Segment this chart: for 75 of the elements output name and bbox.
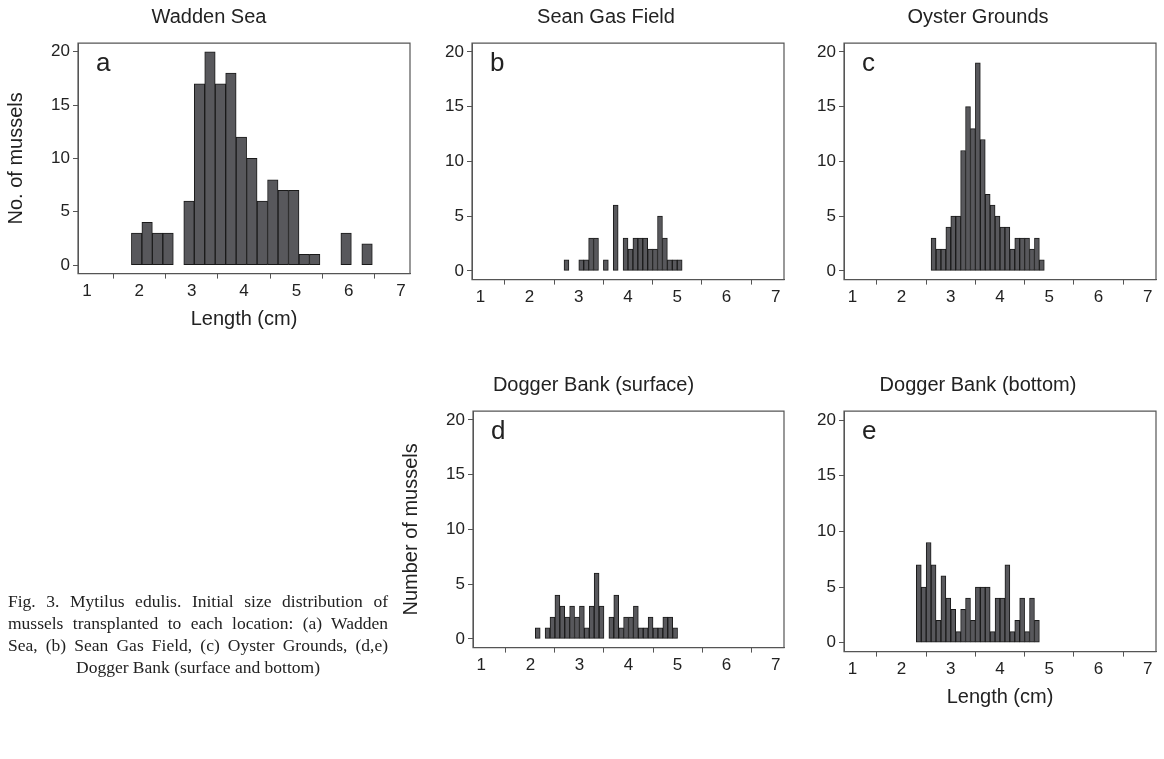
x-tick-label: 4 xyxy=(239,281,249,301)
x-tick-label: 7 xyxy=(1142,659,1153,679)
x-axis-title: Length (cm) xyxy=(190,306,298,329)
x-tick-label: 6 xyxy=(721,287,732,307)
annotation: b xyxy=(490,47,505,78)
x-tick-label: 5 xyxy=(291,281,302,301)
y-tick-label: 5 xyxy=(826,576,836,596)
x-tick-label: 2 xyxy=(524,287,535,307)
y-tick-label: 0 xyxy=(60,254,70,274)
y-tick-label: 10 xyxy=(817,521,836,541)
x-tick-label: 3 xyxy=(574,287,584,307)
x-tick-label: 7 xyxy=(770,287,781,307)
x-tick-label: 4 xyxy=(995,659,1005,679)
x-tick-label: 7 xyxy=(396,281,406,301)
y-tick-label: 20 xyxy=(817,409,836,429)
chart-title: Dogger Bank (surface) xyxy=(491,372,696,397)
y-tick-label: 5 xyxy=(454,205,464,225)
x-tick-label: 3 xyxy=(946,287,956,307)
x-tick-label: 5 xyxy=(672,287,682,307)
x-tick-label: 1 xyxy=(847,659,858,679)
x-tick-label: 6 xyxy=(1093,287,1104,307)
chart-title: Oyster Grounds xyxy=(906,4,1050,29)
chart-title: Dogger Bank (bottom) xyxy=(878,372,1078,397)
y-tick-label: 15 xyxy=(817,96,836,116)
y-tick-label: 5 xyxy=(60,201,70,221)
x-tick-label: 4 xyxy=(623,655,634,675)
y-tick-label: 15 xyxy=(446,464,465,484)
y-tick-label: 10 xyxy=(446,519,465,539)
y-tick-label: 5 xyxy=(455,573,465,593)
x-tick-label: 1 xyxy=(475,287,486,307)
x-tick-label: 2 xyxy=(896,287,907,307)
y-tick-label: 20 xyxy=(817,41,836,61)
x-tick-label: 2 xyxy=(134,281,144,301)
y-tick-label: 20 xyxy=(446,409,465,429)
y-tick-label: 0 xyxy=(454,260,464,280)
x-tick-label: 6 xyxy=(1093,659,1104,679)
y-axis-title: No. of mussels xyxy=(3,92,26,225)
chart-title: Sean Gas Field xyxy=(536,4,676,29)
y-tick-label: 15 xyxy=(817,465,836,485)
caption: Fig. 3. Mytilus edulis. Initial size distribution of mussels transplanted to each location: (a) Wadden Sea, (b) Sean Gas Field, (c) Oyster Grounds, (d,e) Dogger Bank (surface and bottom) xyxy=(8,590,388,678)
y-tick-label: 0 xyxy=(826,260,836,280)
x-tick-label: 7 xyxy=(770,655,781,675)
x-axis-title: Length (cm) xyxy=(946,684,1054,707)
x-tick-label: 5 xyxy=(1044,659,1054,679)
x-tick-label: 3 xyxy=(946,659,956,679)
x-tick-label: 3 xyxy=(186,281,197,301)
x-tick-label: 6 xyxy=(721,655,732,675)
x-tick-label: 4 xyxy=(623,287,633,307)
annotation: c xyxy=(862,47,875,78)
y-tick-label: 15 xyxy=(51,94,70,114)
x-tick-label: 7 xyxy=(1142,287,1153,307)
x-tick-label: 4 xyxy=(995,287,1005,307)
x-tick-label: 1 xyxy=(847,287,858,307)
y-tick-label: 10 xyxy=(817,151,836,171)
annotation: e xyxy=(862,415,877,446)
annotation: d xyxy=(491,415,506,446)
y-tick-label: 0 xyxy=(455,628,465,648)
y-tick-label: 10 xyxy=(445,151,464,171)
x-tick-label: 5 xyxy=(672,655,683,675)
x-tick-label: 5 xyxy=(1044,287,1054,307)
x-tick-label: 1 xyxy=(476,655,487,675)
y-tick-label: 20 xyxy=(51,41,70,61)
x-tick-label: 6 xyxy=(344,281,354,301)
x-tick-label: 2 xyxy=(525,655,536,675)
y-tick-label: 5 xyxy=(826,205,836,225)
y-tick-label: 0 xyxy=(826,632,836,652)
annotation: a xyxy=(96,47,111,78)
y-tick-label: 15 xyxy=(445,96,464,116)
x-tick-label: 1 xyxy=(82,281,92,301)
chart-title: Wadden Sea xyxy=(150,4,268,29)
y-axis-title: Number of mussels xyxy=(398,443,421,616)
y-tick-label: 10 xyxy=(51,148,70,168)
x-tick-label: 3 xyxy=(574,655,585,675)
y-tick-label: 20 xyxy=(445,41,464,61)
x-tick-label: 2 xyxy=(896,659,907,679)
